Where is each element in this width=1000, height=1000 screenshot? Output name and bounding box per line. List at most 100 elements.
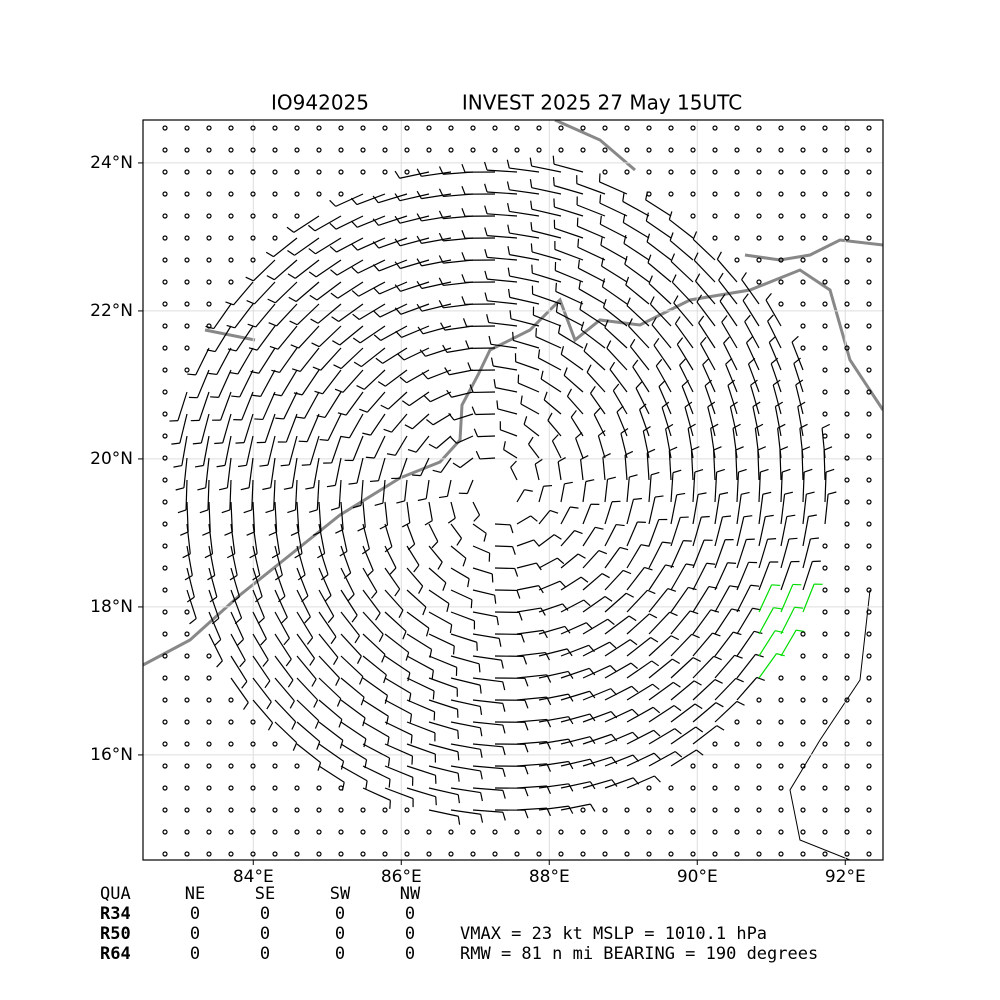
calm-marker bbox=[206, 147, 212, 153]
wind-barb bbox=[335, 677, 340, 686]
calm-marker bbox=[822, 543, 828, 549]
wind-barb bbox=[676, 492, 686, 496]
wind-barb bbox=[648, 613, 658, 619]
wind-barb bbox=[530, 222, 533, 231]
calm-marker bbox=[866, 433, 872, 439]
wind-barb bbox=[320, 574, 329, 581]
wind-barb bbox=[821, 423, 831, 429]
wind-barb bbox=[692, 238, 716, 261]
calm-marker bbox=[162, 345, 168, 351]
wind-barb bbox=[294, 237, 320, 256]
wind-barb bbox=[745, 342, 760, 371]
wind-barb bbox=[509, 232, 540, 239]
wind-barb bbox=[774, 406, 782, 437]
wind-barb bbox=[509, 296, 540, 305]
calm-marker bbox=[866, 125, 872, 131]
wind-barb bbox=[192, 442, 202, 445]
calm-marker bbox=[162, 631, 168, 637]
calm-marker bbox=[800, 169, 806, 175]
calm-marker bbox=[778, 213, 784, 219]
calm-marker bbox=[580, 807, 586, 813]
calm-marker bbox=[690, 785, 696, 791]
wind-barb bbox=[281, 369, 298, 397]
wind-barb bbox=[318, 523, 326, 554]
wind-barb bbox=[604, 662, 632, 679]
wind-barb bbox=[480, 814, 484, 823]
wind-barb bbox=[483, 161, 488, 171]
calm-marker bbox=[602, 829, 608, 835]
wind-barb bbox=[369, 480, 379, 483]
wind-barb bbox=[340, 347, 364, 370]
table-header: NW bbox=[400, 884, 421, 904]
wind-barb bbox=[363, 369, 386, 390]
wind-barb bbox=[757, 446, 766, 451]
wind-barb bbox=[222, 413, 232, 444]
wind-barb bbox=[780, 584, 794, 613]
calm-marker bbox=[338, 851, 344, 857]
wind-barb bbox=[446, 389, 453, 398]
calm-marker bbox=[668, 851, 674, 857]
calm-marker bbox=[844, 367, 850, 373]
wind-barb bbox=[582, 504, 592, 525]
wind-barb bbox=[379, 281, 408, 295]
wind-barb bbox=[438, 255, 444, 264]
wind-barb bbox=[199, 509, 209, 514]
wind-barb bbox=[604, 754, 634, 767]
wind-barb bbox=[496, 616, 499, 626]
wind-barb bbox=[386, 736, 390, 746]
calm-marker bbox=[712, 785, 718, 791]
wind-barb bbox=[384, 655, 411, 674]
wind-barb bbox=[722, 515, 732, 518]
wind-barb bbox=[266, 275, 275, 281]
wind-barb bbox=[516, 590, 521, 599]
wind-barb bbox=[340, 699, 366, 719]
calm-marker bbox=[844, 829, 850, 835]
wind-barb bbox=[514, 568, 519, 577]
wind-barb bbox=[318, 699, 343, 720]
wind-barb bbox=[653, 729, 661, 737]
wind-barb bbox=[205, 325, 214, 330]
wind-barb bbox=[312, 531, 322, 536]
wind-barb bbox=[216, 347, 232, 375]
wind-barb bbox=[239, 659, 246, 668]
calm-marker bbox=[470, 125, 476, 131]
wind-barb bbox=[194, 464, 204, 468]
wind-barb bbox=[655, 365, 672, 393]
wind-barb bbox=[604, 685, 632, 701]
wind-barb bbox=[450, 677, 481, 686]
wind-barb bbox=[233, 281, 254, 306]
wind-barb bbox=[714, 608, 733, 635]
wind-barb bbox=[291, 721, 297, 730]
wind-barb bbox=[692, 657, 701, 662]
wind-barb bbox=[669, 446, 678, 452]
wind-barb bbox=[685, 563, 695, 566]
calm-marker bbox=[734, 125, 740, 131]
wind-barb bbox=[597, 435, 606, 459]
calm-marker bbox=[162, 257, 168, 263]
wind-barb bbox=[457, 773, 460, 782]
wind-barb bbox=[609, 665, 617, 672]
wind-barb bbox=[624, 263, 650, 283]
wind-barb bbox=[428, 809, 459, 817]
calm-marker bbox=[184, 719, 190, 725]
calm-marker bbox=[294, 147, 300, 153]
calm-marker bbox=[668, 785, 674, 791]
x-tick-label: 84°E bbox=[233, 867, 274, 887]
wind-barb bbox=[701, 515, 710, 518]
wind-barb bbox=[296, 677, 318, 701]
wind-barb bbox=[287, 679, 294, 688]
wind-barb bbox=[646, 448, 656, 454]
wind-barb bbox=[506, 181, 510, 190]
wind-barb bbox=[352, 337, 361, 344]
wind-barb bbox=[406, 787, 436, 798]
wind-barb bbox=[186, 567, 195, 598]
wind-barb bbox=[257, 617, 265, 625]
wind-barb bbox=[406, 699, 435, 713]
calm-marker bbox=[822, 323, 828, 329]
calm-marker bbox=[228, 719, 234, 725]
calm-marker bbox=[184, 785, 190, 791]
calm-marker bbox=[822, 653, 828, 659]
wind-barb bbox=[524, 678, 529, 687]
wind-barb bbox=[602, 457, 606, 481]
wind-barb bbox=[265, 509, 274, 514]
